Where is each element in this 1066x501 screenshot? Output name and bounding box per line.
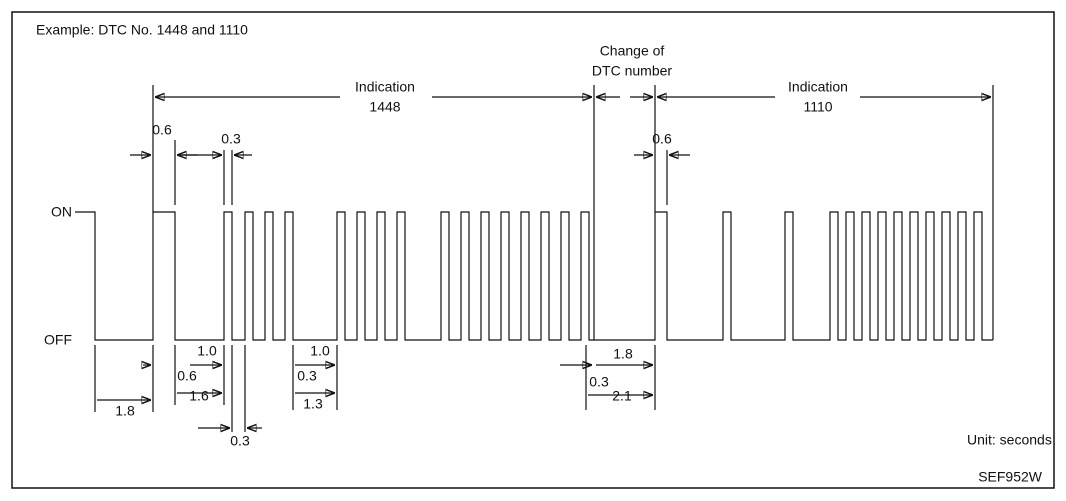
unit-note: Unit: seconds <box>967 432 1052 448</box>
dimension-label: 2.1 <box>612 388 632 404</box>
indication-label: Indication <box>355 79 415 95</box>
indication-code: 1110 <box>803 99 832 115</box>
indication-arrows <box>130 85 994 340</box>
on-label: ON <box>51 204 72 220</box>
figure-id: SEF952W <box>978 469 1043 485</box>
dimension-label: 1.0 <box>310 343 330 359</box>
frame <box>11 11 1055 489</box>
dimension-label: 1.8 <box>613 346 633 362</box>
dimension-label: 0.3 <box>589 374 609 390</box>
dimension-label: 1.6 <box>189 388 209 404</box>
indication-label: Indication <box>788 79 848 95</box>
off-label: OFF <box>44 332 72 348</box>
dimension-label: 0.3 <box>221 131 241 147</box>
change-label: DTC number <box>592 63 672 79</box>
title: Example: DTC No. 1448 and 1110 <box>36 22 248 38</box>
dimension-label: 0.3 <box>230 433 250 449</box>
dimension-label: 0.6 <box>177 368 197 384</box>
dimension-label: 0.6 <box>152 122 172 138</box>
waveform <box>75 211 993 341</box>
dimension-label: 0.3 <box>297 368 317 384</box>
change-label: Change of <box>600 43 665 59</box>
dimension-label: 1.8 <box>115 403 135 419</box>
dimension-label: 0.6 <box>652 131 672 147</box>
dimension-label: 1.3 <box>303 396 323 412</box>
indication-code: 1448 <box>369 99 400 115</box>
dimension-lines <box>94 345 656 432</box>
dimension-label: 1.0 <box>197 343 217 359</box>
